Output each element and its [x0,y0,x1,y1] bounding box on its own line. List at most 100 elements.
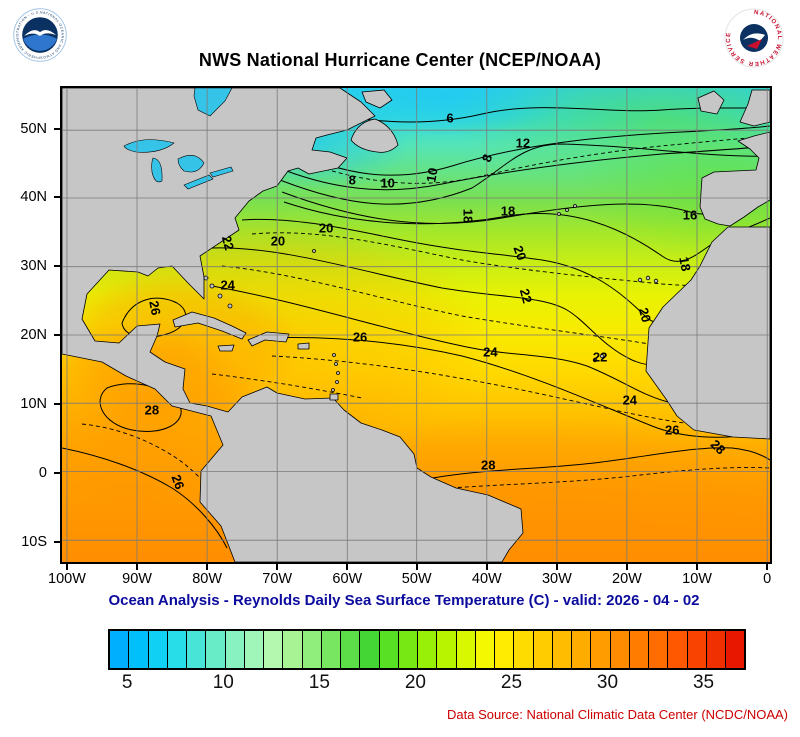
lon-tick-label: 70W [262,571,293,587]
lon-tick-mark [346,564,349,570]
nws-bolt-icon [747,39,762,49]
isotherm-label: 18 [676,255,694,273]
isotherm-label: 22 [218,234,237,252]
isotherm-label: 6 [446,110,454,126]
colorbar-tick-label: 35 [692,672,715,693]
island-north-blob [361,89,393,109]
isotherm-label: 20 [318,220,334,236]
isotherm-label: 22 [592,349,608,365]
islands-cape-verde [592,353,605,363]
colorbar-segment [418,631,438,668]
islands-lesser-antilles [331,353,340,392]
nws-logo: NATIONAL WEATHER SERVICE [724,8,784,68]
colorbar-segment [264,631,284,668]
lat-tick-mark [54,402,60,405]
isotherm-label: 12 [515,135,531,151]
isotherm-label: 28 [480,457,496,473]
lon-tick-label: 80W [192,571,223,587]
lon-tick-label: 50W [401,571,432,587]
island-puerto-rico [297,342,310,350]
lat-tick-label: 40N [20,188,47,205]
island-britain [739,89,770,127]
colorbar-tick-label: 10 [212,672,234,693]
lat-tick-label: 10S [21,534,47,550]
lat-tick-mark [54,195,60,198]
colorbar-segment [456,631,476,668]
island-ireland [697,90,725,115]
colorbar-segment [552,631,572,668]
lakes [123,88,234,190]
colorbar-segment [591,631,611,668]
lat-tick-label: 50N [20,120,47,137]
hudson-james-bay [193,88,233,117]
noaa-logo: NATIONAL OCEANIC AND ATMOSPHERIC ADMINIS… [10,6,67,62]
sst-contours [62,105,770,549]
grid-lines [62,88,770,562]
isotherm-label: 10 [380,175,395,191]
colorbar-segment [437,631,457,668]
lon-tick-mark [415,564,418,570]
isotherm-label: 26 [352,329,368,345]
colorbar-segment [244,631,264,668]
colorbar-segment [629,631,649,668]
colorbar-segment [321,631,341,668]
land-france-iberia [699,131,770,227]
lake-erie [183,174,214,190]
lon-tick-mark [766,564,769,570]
colorbar-tick-label: 20 [404,672,426,693]
colorbar-segment [187,631,207,668]
lon-tick-mark [65,564,68,570]
data-source-note: Data Source: National Climatic Data Cent… [447,707,788,722]
lon-tick-label: 60W [332,571,363,587]
lon-tick-mark [555,564,558,570]
colorbar-segment [610,631,630,668]
lat-tick-label: 10N [20,395,47,412]
page-title: NWS National Hurricane Center (NCEP/NOAA… [198,50,602,70]
colorbar-segment [514,631,534,668]
longitude-axis: 100W 90W 80W 70W 60W 50W 40W 30W 20W 10W 0 [48,564,772,590]
colorbar-segment [283,631,303,668]
land-americas [62,88,524,562]
colorbar-segment [129,631,149,668]
lon-tick-mark [136,564,139,570]
colorbar-tick-label: 5 [121,672,133,693]
isotherm-label: 24 [622,392,638,408]
lon-tick-mark [276,564,279,570]
colorbar-segment [167,631,187,668]
lon-tick-label: 0 [763,571,772,587]
colorbar-segment [495,631,515,668]
isotherm-label: 24 [483,344,498,360]
colorbar-segment [379,631,399,668]
lon-tick-label: 20W [612,571,642,587]
lat-tick-label: 0 [38,464,47,481]
colorbar-tick-label: 25 [500,672,523,693]
colorbar-segment [398,631,418,668]
lat-tick-mark [54,334,60,337]
isotherm-label: 20 [270,233,286,249]
land-africa [645,226,770,440]
colorbar-segment [668,631,688,668]
colorbar-tick-label: 30 [596,672,619,693]
islands-azores [557,204,577,216]
land-masses [62,88,770,562]
isotherm-label: 10 [423,166,441,184]
lat-tick-mark [54,541,60,543]
lat-tick-mark [54,265,60,268]
isotherm-label: 18 [500,203,516,219]
colorbar-segment [649,631,669,668]
noaa-seagull-icon [24,29,56,36]
lon-tick-mark [625,564,628,570]
lon-tick-mark [485,564,488,570]
latitude-axis: 50N 40N 30N 20N 10N 0 10S [0,86,60,564]
islands-canary [637,275,659,284]
map-caption: Ocean Analysis - Reynolds Daily Sea Surf… [108,592,700,609]
colorbar-segment [687,631,707,668]
colorbar-segment [726,631,745,668]
island-jamaica [217,344,235,352]
lon-tick-label: 40W [471,571,502,587]
colorbar-segments [110,631,745,668]
lon-tick-mark [696,564,699,570]
isotherm-label: 28 [144,402,160,418]
colorbar-segment [225,631,245,668]
colorbar [108,629,746,670]
